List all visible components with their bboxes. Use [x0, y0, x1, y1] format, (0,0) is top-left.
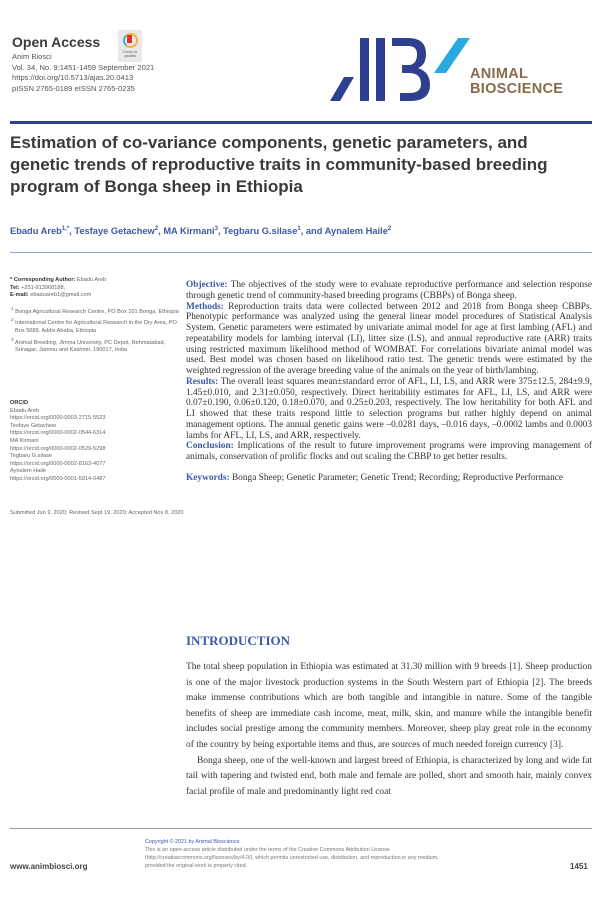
- author-affiliation-mark: 2: [387, 226, 392, 232]
- affiliation: 1 Bonga Agricultural Research Centre, PO…: [11, 306, 179, 315]
- orcid-link[interactable]: https://orcid.org/0000-0002-0529-5298: [10, 445, 106, 452]
- keywords-text: Bonga Sheep; Genetic Parameter; Genetic …: [231, 472, 564, 483]
- author-affiliation-mark: 3: [214, 226, 218, 232]
- author-name[interactable]: Tegbaru G.silase: [223, 226, 298, 237]
- affiliation: 2 International Centre for Agricultural …: [11, 317, 177, 334]
- email-label: E-mail:: [10, 292, 29, 299]
- keywords-label: Keywords:: [186, 472, 230, 483]
- orcid-name: MA Kirmani: [10, 437, 39, 444]
- corresponding-name: Ebadu Areb: [76, 277, 107, 283]
- orcid-name: Aynalem Haile: [10, 468, 46, 475]
- journal-abbrev: Anim Biosci: [12, 52, 52, 61]
- orcid-name: Tesfaye Getachew: [10, 422, 57, 429]
- author-affiliation-mark: 2: [154, 226, 159, 232]
- author-rule: [10, 252, 592, 253]
- bookmark-icon: [127, 35, 132, 43]
- open-access-label: Open Access: [12, 34, 101, 50]
- tel-label: Tel:: [10, 284, 20, 291]
- results-text: The overall least squares mean±standard …: [186, 376, 592, 441]
- orcid-name: Tegbaru G.silase: [10, 453, 52, 460]
- journal-logo: [330, 38, 470, 101]
- affiliations: 1 Bonga Agricultural Research Centre, PO…: [10, 305, 188, 355]
- logo-letter-b: [392, 38, 430, 101]
- author-name[interactable]: Ebadu Areb: [10, 226, 62, 237]
- issn: pISSN 2765-0189 eISSN 2765-0235: [12, 83, 135, 93]
- methods-text: Reproduction traits data were collected …: [186, 301, 592, 377]
- copyright-line: Copyright © 2021 by Animal Bioscience: [145, 839, 240, 845]
- author-name[interactable]: Aynalem Haile: [324, 226, 388, 237]
- orcid-link[interactable]: https://orcid.org/0000-0001-5914-0487: [10, 475, 106, 482]
- orcid-section: ORCID Ebadu Areb https://orcid.org/0000-…: [10, 400, 188, 484]
- header-rule: [10, 121, 592, 124]
- orcid-name: Ebadu Areb: [10, 407, 40, 414]
- orcid-link[interactable]: https://orcid.org/0000-0002-8163-4077: [10, 460, 106, 467]
- author-affiliation-mark: 1,*: [61, 226, 70, 232]
- methods-label: Methods:: [186, 301, 224, 312]
- affiliation: 3 Animal Breeding, Jimma University, PC …: [11, 336, 166, 353]
- doi-link[interactable]: https://doi.org/10.5713/ajas.20.0413: [12, 73, 134, 83]
- results-label: Results:: [186, 376, 219, 387]
- crossmark-icon: [123, 33, 138, 48]
- corresponding-author: * Corresponding Author: Ebadu Areb Tel: …: [10, 277, 188, 300]
- orcid-link[interactable]: https://orcid.org/0000-0002-0544-6314: [10, 430, 106, 437]
- conclusion-label: Conclusion:: [186, 441, 234, 452]
- crossmark-badge[interactable]: Check for updates: [118, 30, 142, 62]
- copyright-notice: Copyright © 2021 by Animal Bioscience Th…: [145, 838, 445, 870]
- logo-line-1: ANIMAL: [470, 66, 529, 82]
- article-title: Estimation of co-variance components, ge…: [10, 133, 548, 196]
- license-text: This is an open-access article distribut…: [145, 847, 439, 869]
- author-name[interactable]: Tesfaye Getachew: [74, 226, 155, 237]
- logo-bar-1: [360, 38, 369, 101]
- logo-wordmark: ANIMAL BIOSCIENCE: [470, 67, 563, 97]
- footer-rule: [10, 828, 592, 829]
- paragraph: The total sheep population in Ethiopia w…: [186, 662, 592, 750]
- logo-bar-2: [376, 38, 385, 101]
- email-link[interactable]: ebaduareb1@gmail.com: [30, 292, 92, 299]
- author-list: Ebadu Areb1,*, Tesfaye Getachew2, MA Kir…: [10, 226, 392, 237]
- logo-slash-left: [330, 77, 354, 101]
- objective-label: Objective:: [186, 280, 228, 290]
- paragraph: Bonga sheep, one of the well-known and l…: [186, 755, 592, 797]
- submission-dates: Submitted Jun 9, 2020; Revised Sept 19, …: [10, 510, 184, 516]
- conclusion-text: Implications of the result to future imp…: [186, 441, 592, 462]
- abstract: Objective: The objectives of the study w…: [186, 280, 592, 484]
- volume-info: Vol. 34, No. 9:1451-1459 September 2021: [12, 62, 155, 72]
- introduction-body: The total sheep population in Ethiopia w…: [186, 660, 592, 800]
- tel-value: +251-913968188,: [21, 284, 66, 291]
- orcid-label: ORCID: [10, 400, 29, 406]
- author-name[interactable]: MA Kirmani: [163, 226, 215, 237]
- corresponding-label: * Corresponding Author:: [10, 277, 76, 283]
- logo-slash-right: [434, 38, 470, 73]
- objective-text: The objectives of the study were to eval…: [186, 280, 593, 301]
- orcid-link[interactable]: https://orcid.org/0000-0003-2715-5523: [10, 415, 106, 422]
- website-link[interactable]: www.animbiosci.org: [10, 862, 88, 871]
- introduction-heading: INTRODUCTION: [186, 633, 291, 648]
- logo-line-2: BIOSCIENCE: [470, 81, 564, 97]
- author-affiliation-mark: 1: [297, 226, 301, 232]
- page-number: 1451: [570, 862, 588, 871]
- journal-meta: Anim Biosci Vol. 34, No. 9:1451-1459 Sep…: [12, 52, 154, 94]
